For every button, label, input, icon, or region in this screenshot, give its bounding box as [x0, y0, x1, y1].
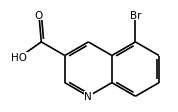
Text: Br: Br [130, 11, 141, 21]
Text: O: O [35, 11, 43, 21]
Text: HO: HO [11, 53, 27, 63]
Text: N: N [85, 91, 92, 101]
